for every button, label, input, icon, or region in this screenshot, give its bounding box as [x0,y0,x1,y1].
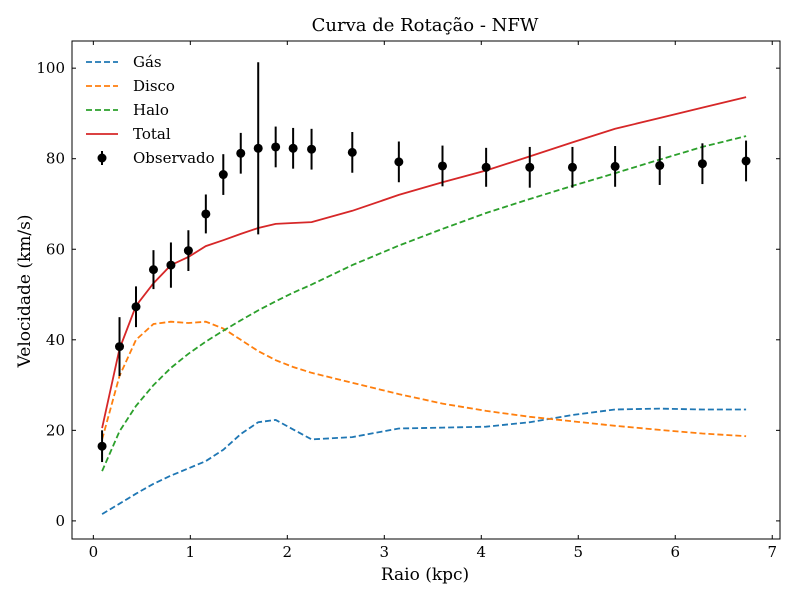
y-tick-label: 60 [46,240,65,258]
observed-point [115,342,125,352]
x-tick-label: 1 [186,543,196,561]
y-tick-label: 100 [36,59,65,77]
observed-point [437,161,447,171]
observed-point [567,162,577,172]
observed-point [97,441,107,451]
series-line-3 [101,96,747,429]
observed-point [271,142,281,152]
plot-frame [71,40,781,540]
y-tick-label: 20 [46,421,65,439]
observed-point [236,148,246,158]
observed-point [655,161,665,170]
legend: Gás Disco Halo Total Observado [86,53,215,167]
observed-point [183,246,193,256]
series-line-2 [101,135,747,472]
y-tick-label: 0 [55,512,65,530]
observed-point [148,265,158,275]
series-line-0 [101,407,747,515]
legend-label-1: Disco [133,77,175,95]
legend-label-2: Halo [133,101,169,119]
x-tick-label: 0 [89,543,99,561]
x-tick-label: 3 [380,543,390,561]
chart-title: Curva de Rotação - NFW [312,15,539,36]
y-axis-label: Velocidade (km/s) [15,215,35,369]
observed-point [347,147,357,157]
observed-point [131,302,141,312]
observed-point [166,260,176,270]
x-tick-label: 5 [573,543,583,561]
x-tick-label: 2 [283,543,293,561]
x-axis-label: Raio (kpc) [381,565,469,585]
observed-point [394,157,404,167]
observed-point [288,143,298,153]
series-line-1 [101,320,747,440]
observed-point [218,170,228,180]
x-tick-label: 4 [477,543,487,561]
observed-point [741,156,751,166]
plot-area: 0 1 2 3 4 5 6 7 0 20 40 60 80 100 [36,40,781,561]
legend-label-observed: Observado [133,149,215,167]
y-tick-label: 80 [46,150,65,168]
legend-label-0: Gás [133,53,162,71]
observed-point [201,209,211,219]
y-tick-label: 40 [46,331,65,349]
observed-point [253,143,263,153]
observed-point [307,144,317,154]
observed-point [610,161,620,171]
x-tick-label: 7 [767,543,777,561]
observed-point [697,159,707,169]
observed-point [525,162,535,172]
x-tick-label: 6 [670,543,680,561]
legend-label-3: Total [133,125,171,143]
legend-swatch-observed [97,153,107,163]
observed-point [481,162,491,172]
